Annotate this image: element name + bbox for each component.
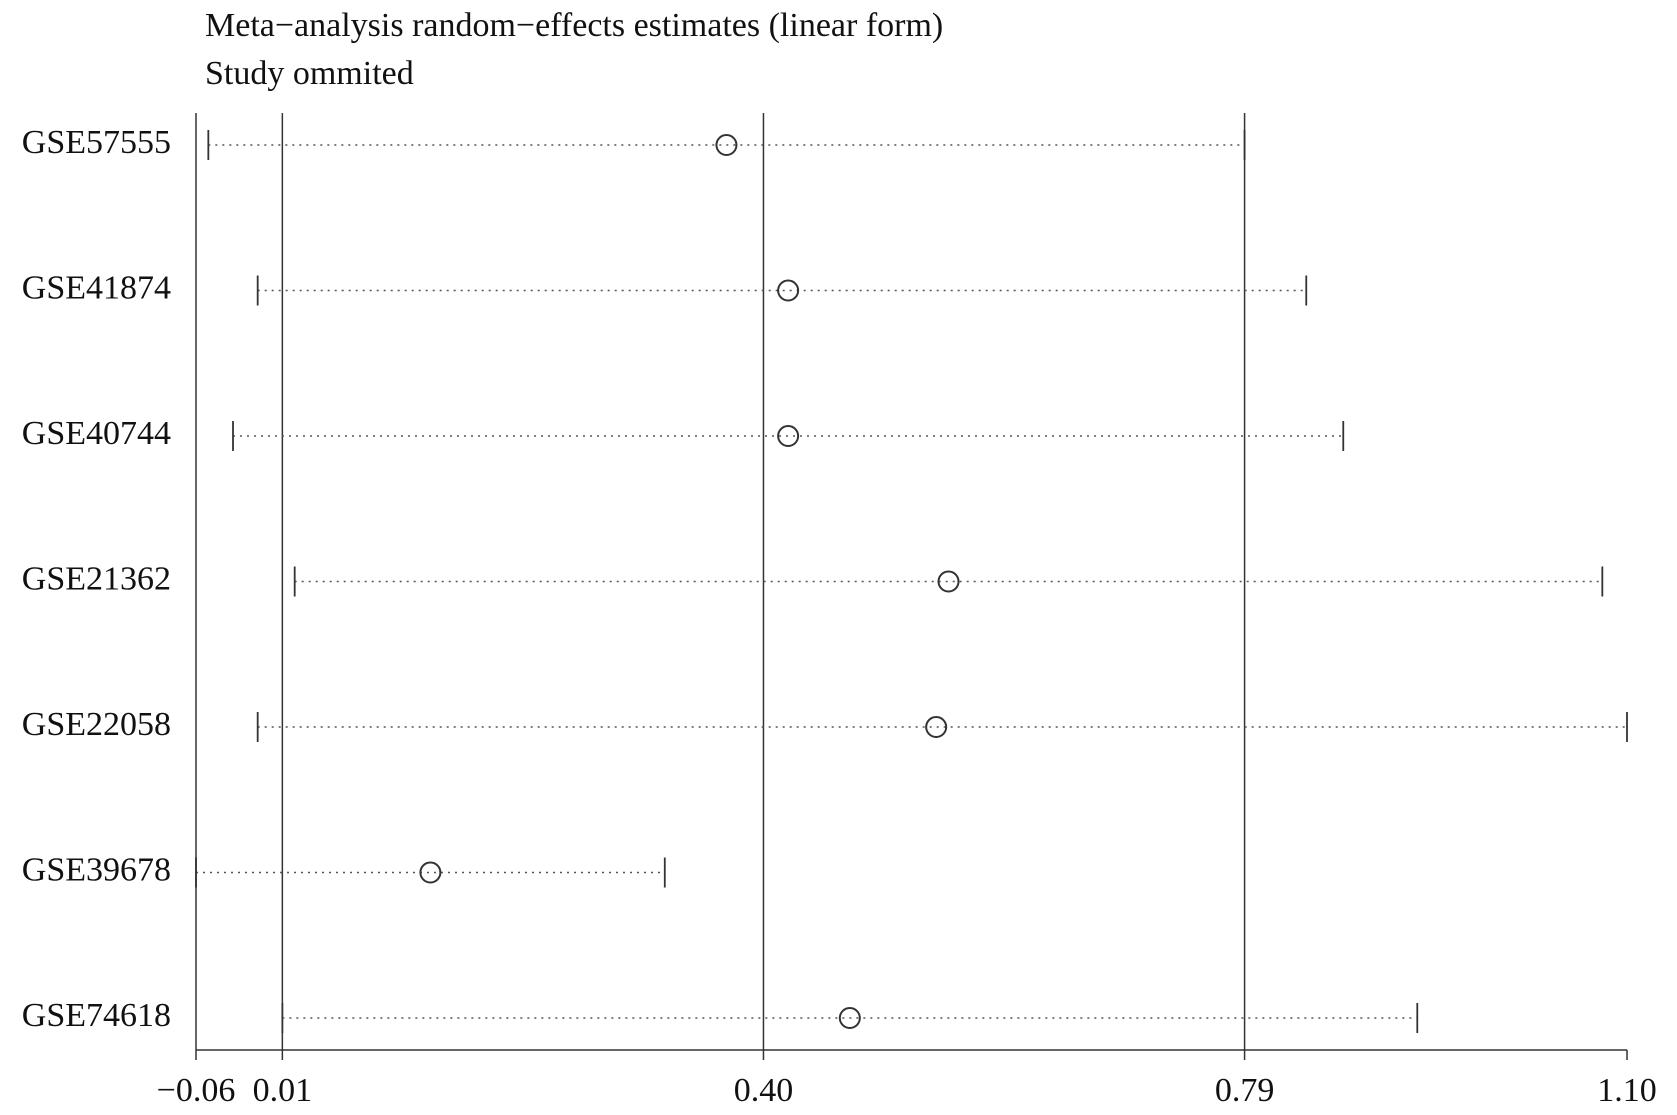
estimate-point: [715, 134, 738, 156]
y-tick-label: GSE74618: [22, 997, 171, 1034]
estimate-point: [937, 570, 960, 593]
estimate-point: [777, 279, 800, 302]
y-tick-label: GSE57555: [22, 124, 171, 161]
estimate-point: [777, 425, 800, 447]
y-tick-label: GSE21362: [22, 560, 171, 597]
estimate-point: [838, 1007, 861, 1029]
x-tick-label: 1.10: [1597, 1072, 1657, 1109]
x-tick-label: 0.01: [253, 1072, 313, 1109]
y-tick-label: GSE39678: [22, 851, 171, 888]
x-tick-label: 0.79: [1215, 1072, 1275, 1109]
estimate-point: [925, 716, 948, 738]
y-tick-label: GSE40744: [22, 415, 171, 452]
y-tick-label: GSE22058: [22, 706, 171, 743]
y-tick-label: GSE41874: [22, 269, 171, 306]
chart-title: Meta−analysis random−effects estimates (…: [205, 7, 943, 44]
estimate-point: [419, 861, 442, 884]
chart-subtitle: Study ommited: [205, 55, 414, 92]
x-tick-label: −0.06: [157, 1072, 236, 1109]
x-tick-label: 0.40: [734, 1072, 794, 1109]
